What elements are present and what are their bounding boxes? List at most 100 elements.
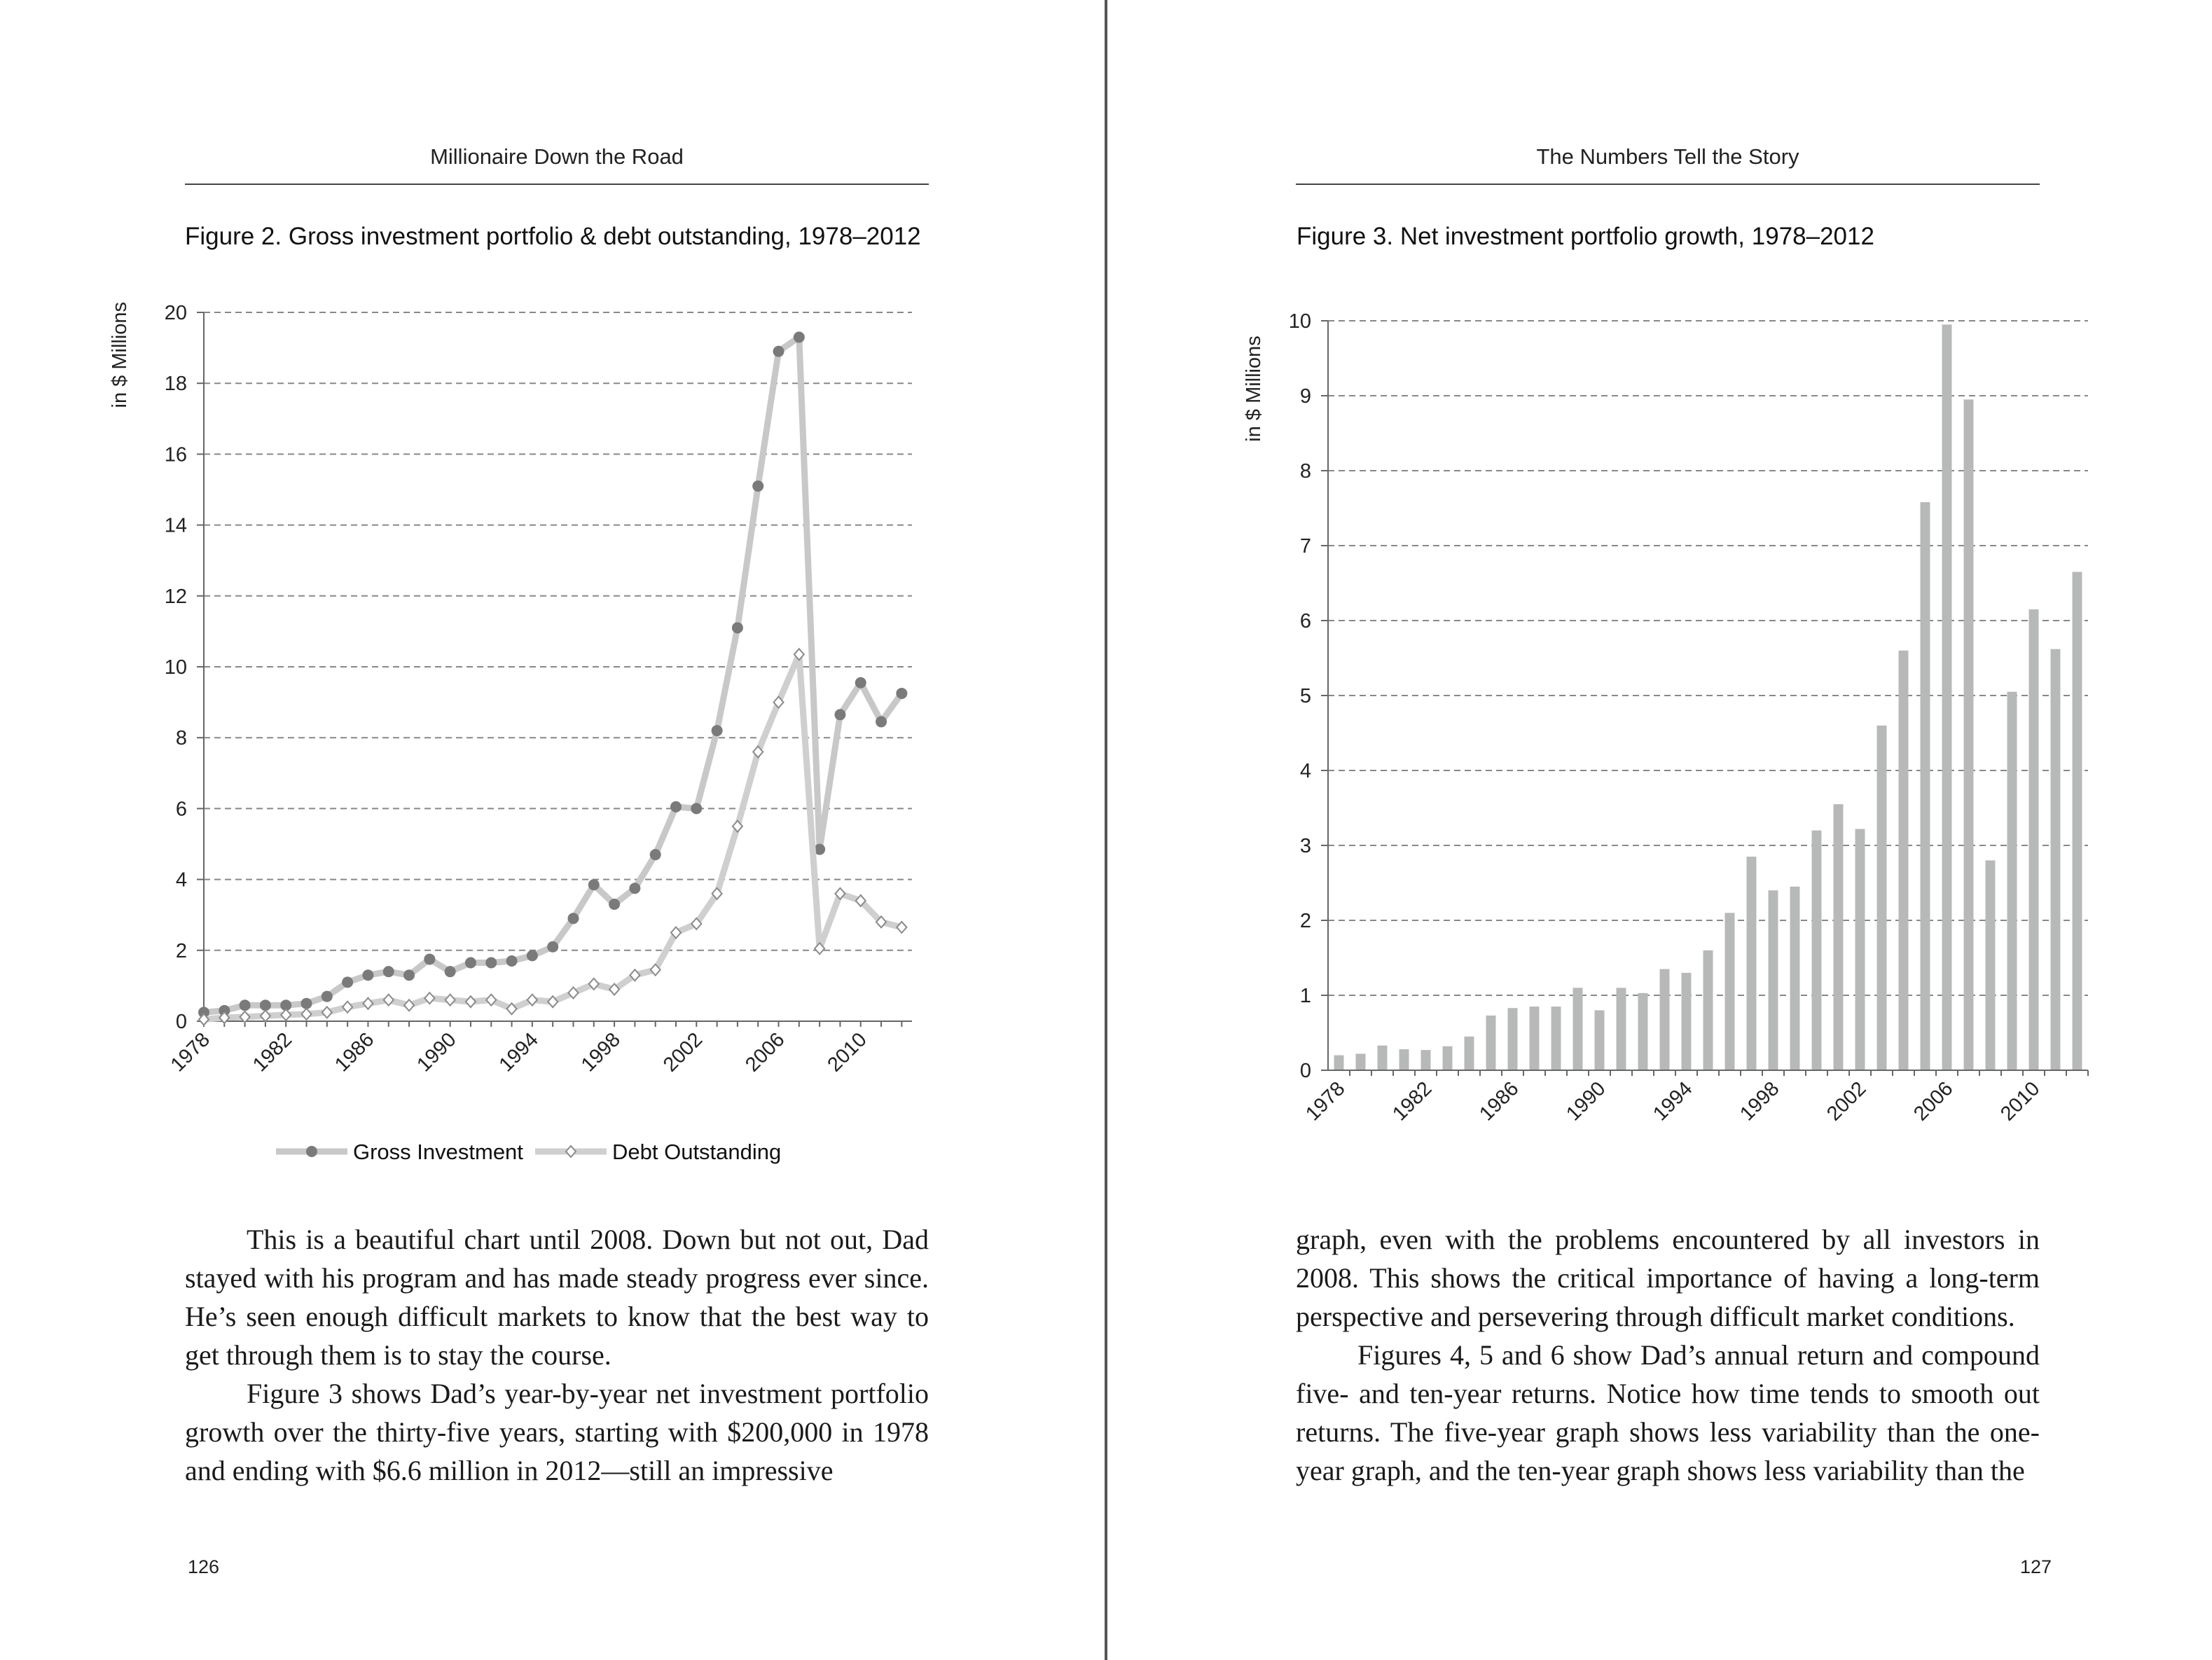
bar <box>1963 399 1974 1070</box>
legend-label: Gross Investment <box>353 1140 523 1164</box>
y-tick-label: 3 <box>1300 835 1311 857</box>
bar <box>2028 609 2039 1070</box>
bar <box>1638 992 1648 1070</box>
bar <box>2050 649 2061 1070</box>
data-point <box>670 925 682 940</box>
data-point <box>280 1000 292 1011</box>
data-point <box>855 677 866 689</box>
y-tick-label: 10 <box>1289 310 1311 333</box>
paragraph: Figures 4, 5 and 6 show Dad’s annual ret… <box>1296 1339 2040 1486</box>
x-tick-label: 1990 <box>1562 1077 1610 1125</box>
bar <box>1876 725 1887 1070</box>
data-point <box>609 899 621 911</box>
data-point <box>342 976 354 988</box>
y-tick-label: 8 <box>1300 460 1311 483</box>
x-tick-label: 1994 <box>495 1028 543 1076</box>
data-point <box>239 1000 251 1011</box>
bar <box>1486 1015 1496 1070</box>
bar <box>1768 890 1778 1070</box>
y-tick-label: 20 <box>165 302 187 324</box>
bar <box>1855 829 1865 1070</box>
data-point <box>321 1005 333 1019</box>
data-point <box>875 915 887 929</box>
bar-chart: 0 1 2 3 4 5 6 7 8 9 10 1978 1982 1986 1990 1994 1998 2002… <box>1243 310 2089 1126</box>
page-number: 127 <box>2020 1556 2052 1577</box>
x-tick-label: 1998 <box>1736 1077 1783 1125</box>
bar <box>1464 1036 1474 1070</box>
data-point <box>731 622 743 634</box>
bar <box>2007 691 2017 1070</box>
data-point <box>649 963 662 977</box>
figure-caption: Figure 2. Gross investment portfolio & d… <box>185 223 921 250</box>
data-point <box>259 1000 271 1011</box>
body-text: This is a beautiful chart until 2008. Do… <box>185 1220 929 1490</box>
data-point <box>834 887 846 901</box>
data-point <box>588 977 600 991</box>
legend-marker <box>565 1144 577 1158</box>
running-head: Millionaire Down the Road <box>430 144 684 169</box>
left-page: Millionaire Down the Road Figure 2. Gros… <box>0 0 1105 1660</box>
data-point <box>773 696 784 710</box>
data-point <box>608 982 621 996</box>
data-point <box>690 917 703 931</box>
bar <box>1985 860 1996 1070</box>
x-tick-label: 2010 <box>823 1028 871 1076</box>
y-tick-label: 9 <box>1300 385 1311 408</box>
bar <box>1507 1008 1518 1070</box>
legend-item: Gross Investment <box>276 1140 523 1164</box>
data-point <box>752 480 764 492</box>
data-point <box>321 990 333 1002</box>
data-point <box>362 969 374 981</box>
data-point <box>691 803 703 815</box>
data-point <box>629 968 641 982</box>
data-point <box>567 913 579 925</box>
bar <box>1334 1055 1344 1070</box>
data-point <box>382 966 394 978</box>
page-divider <box>1105 0 1107 1660</box>
y-tick-label: 1 <box>1300 985 1311 1007</box>
line-chart: 0 2 4 6 8 10 12 14 16 18 20 1978 1982 1986 1990 1994 199… <box>109 302 912 1164</box>
bar <box>2072 572 2082 1070</box>
bar <box>1681 972 1692 1070</box>
y-tick-label: 12 <box>165 586 187 608</box>
y-tick-label: 7 <box>1300 535 1311 558</box>
data-point <box>403 998 415 1012</box>
x-tick-label: 2006 <box>741 1028 789 1076</box>
data-point <box>588 879 600 891</box>
legend-marker <box>306 1146 317 1157</box>
bar <box>1811 830 1822 1070</box>
data-point <box>629 883 641 894</box>
data-point <box>567 986 579 1000</box>
y-tick-label: 14 <box>165 515 187 537</box>
bar <box>1724 913 1735 1070</box>
data-point <box>279 1008 292 1022</box>
bar <box>1529 1007 1540 1070</box>
bar <box>1659 969 1670 1070</box>
bar <box>1746 857 1757 1070</box>
x-tick-label: 2002 <box>659 1028 707 1076</box>
data-point <box>814 843 826 855</box>
data-point <box>485 957 497 969</box>
data-point <box>670 801 682 812</box>
data-point <box>259 1009 272 1023</box>
data-point <box>219 1004 230 1016</box>
data-point <box>649 849 661 861</box>
data-point <box>362 997 374 1011</box>
bar <box>1551 1007 1561 1070</box>
data-point <box>546 995 559 1009</box>
data-point <box>300 1007 312 1021</box>
data-point <box>198 1007 209 1018</box>
data-point <box>793 331 805 343</box>
legend-item: Debt Outstanding <box>535 1140 781 1164</box>
data-point <box>464 995 477 1009</box>
data-point <box>485 993 497 1007</box>
data-point <box>424 991 436 1005</box>
x-tick-label: 2006 <box>1909 1077 1957 1125</box>
bar <box>1703 950 1713 1070</box>
bar <box>1616 988 1626 1070</box>
paragraph: graph, even with the problems encountere… <box>1296 1224 2040 1332</box>
series-line <box>200 333 905 1016</box>
paragraph: This is a beautiful chart until 2008. Do… <box>185 1224 929 1371</box>
bar <box>1420 1050 1431 1070</box>
data-point <box>300 997 312 1009</box>
